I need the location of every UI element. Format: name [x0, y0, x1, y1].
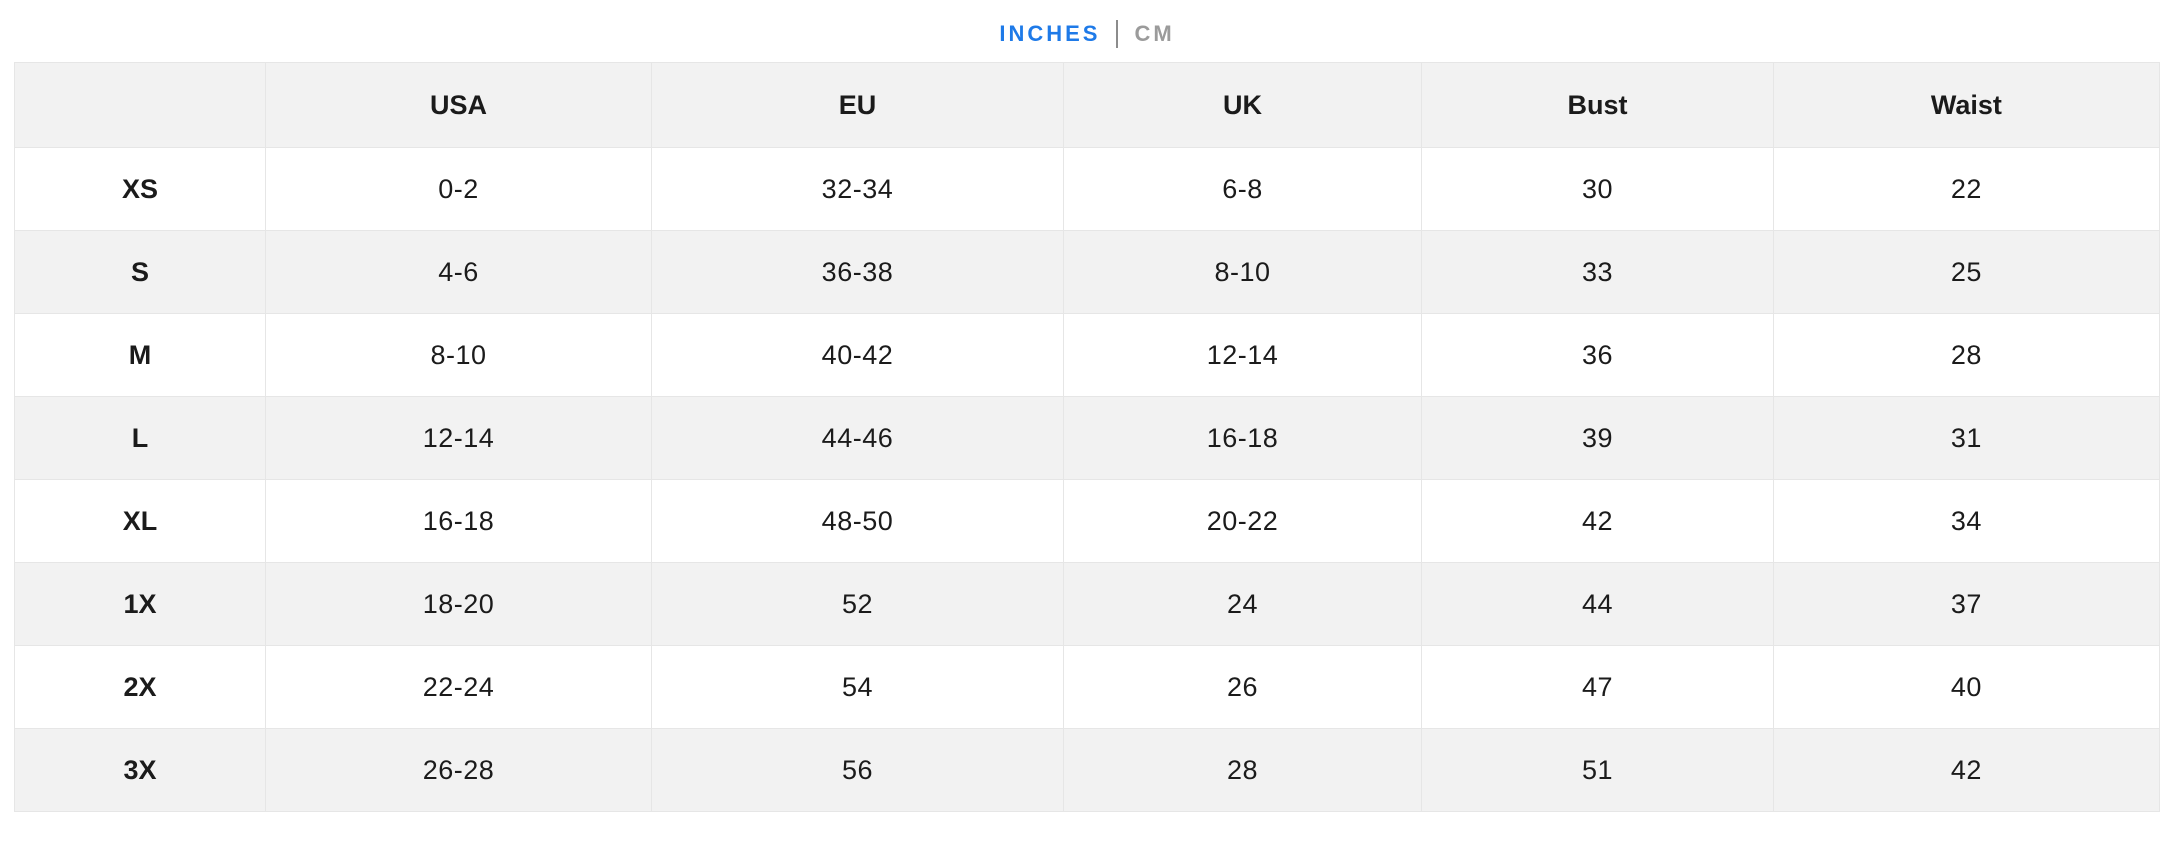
table-cell: 8-10: [264, 313, 653, 397]
table-cell: 52: [651, 562, 1064, 646]
table-cell: 22: [1772, 147, 2161, 231]
header-waist: Waist: [1772, 62, 2161, 148]
table-cell: 26: [1062, 645, 1423, 729]
table-cell: 56: [651, 728, 1064, 812]
table-cell: 44: [1421, 562, 1774, 646]
table-cell: 25: [1772, 230, 2161, 314]
table-cell: 42: [1772, 728, 2161, 812]
size-chart-table: USA EU UK Bust Waist XS 0-2 32-34 6-8 30…: [14, 62, 2161, 812]
table-cell: 40: [1772, 645, 2161, 729]
table-cell: 37: [1772, 562, 2161, 646]
table-cell: 8-10: [1062, 230, 1423, 314]
table-cell: 36-38: [651, 230, 1064, 314]
unit-toggle-cm[interactable]: CM: [1134, 21, 1175, 46]
header-eu: EU: [651, 62, 1064, 148]
header-bust: Bust: [1421, 62, 1774, 148]
table-row: M 8-10 40-42 12-14 36 28: [14, 313, 2161, 397]
table-cell: 42: [1421, 479, 1774, 563]
table-cell: 31: [1772, 396, 2161, 480]
table-cell: 34: [1772, 479, 2161, 563]
table-row: 2X 22-24 54 26 47 40: [14, 645, 2161, 729]
header-row: USA EU UK Bust Waist: [14, 62, 2161, 148]
size-label: L: [14, 396, 266, 480]
table-cell: 12-14: [264, 396, 653, 480]
table-row: 3X 26-28 56 28 51 42: [14, 728, 2161, 812]
table-cell: 54: [651, 645, 1064, 729]
size-label: 2X: [14, 645, 266, 729]
header-size-blank: [14, 62, 266, 148]
size-label: XL: [14, 479, 266, 563]
table-cell: 6-8: [1062, 147, 1423, 231]
table-cell: 0-2: [264, 147, 653, 231]
table-cell: 39: [1421, 396, 1774, 480]
unit-toggle-inches[interactable]: INCHES: [999, 21, 1101, 46]
table-cell: 4-6: [264, 230, 653, 314]
table-cell: 32-34: [651, 147, 1064, 231]
table-cell: 16-18: [264, 479, 653, 563]
table-cell: 20-22: [1062, 479, 1423, 563]
table-cell: 44-46: [651, 396, 1064, 480]
size-label: 1X: [14, 562, 266, 646]
size-label: S: [14, 230, 266, 314]
table-row: S 4-6 36-38 8-10 33 25: [14, 230, 2161, 314]
table-row: L 12-14 44-46 16-18 39 31: [14, 396, 2161, 480]
table-cell: 28: [1062, 728, 1423, 812]
size-label: 3X: [14, 728, 266, 812]
table-cell: 48-50: [651, 479, 1064, 563]
table-cell: 51: [1421, 728, 1774, 812]
unit-toggle-separator: [1116, 20, 1119, 48]
table-cell: 18-20: [264, 562, 653, 646]
table-cell: 12-14: [1062, 313, 1423, 397]
table-cell: 33: [1421, 230, 1774, 314]
table-cell: 30: [1421, 147, 1774, 231]
table-row: XS 0-2 32-34 6-8 30 22: [14, 147, 2161, 231]
table-cell: 24: [1062, 562, 1423, 646]
table-cell: 28: [1772, 313, 2161, 397]
size-label: M: [14, 313, 266, 397]
header-uk: UK: [1062, 62, 1423, 148]
unit-toggle: INCHES CM: [0, 0, 2174, 62]
size-label: XS: [14, 147, 266, 231]
table-cell: 36: [1421, 313, 1774, 397]
table-cell: 47: [1421, 645, 1774, 729]
table-cell: 16-18: [1062, 396, 1423, 480]
table-cell: 26-28: [264, 728, 653, 812]
table-row: XL 16-18 48-50 20-22 42 34: [14, 479, 2161, 563]
table-cell: 40-42: [651, 313, 1064, 397]
table-cell: 22-24: [264, 645, 653, 729]
header-usa: USA: [264, 62, 653, 148]
table-row: 1X 18-20 52 24 44 37: [14, 562, 2161, 646]
